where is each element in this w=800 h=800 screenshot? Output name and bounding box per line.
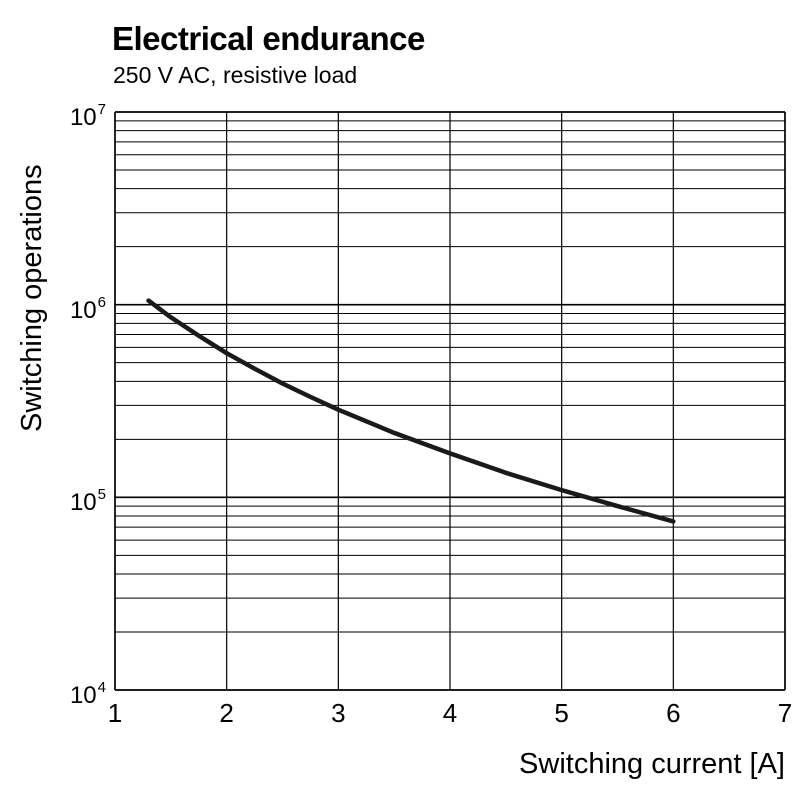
y-tick-label: 107 bbox=[69, 101, 106, 131]
x-tick-label: 6 bbox=[666, 698, 681, 728]
x-tick-label: 1 bbox=[107, 698, 123, 728]
chart-title: Electrical endurance bbox=[112, 20, 425, 57]
y-tick-label: 105 bbox=[69, 486, 106, 517]
chart-subtitle: 250 V AC, resistive load bbox=[113, 62, 358, 88]
x-axis-label: Switching current [A] bbox=[519, 748, 785, 780]
x-tick-label: 7 bbox=[777, 698, 793, 728]
x-tick-label: 3 bbox=[331, 698, 346, 728]
y-tick-label: 106 bbox=[69, 293, 106, 324]
y-tick-label: 104 bbox=[69, 679, 106, 709]
x-tick-label: 5 bbox=[554, 698, 569, 728]
x-tick-label: 2 bbox=[219, 698, 234, 728]
x-tick-label: 4 bbox=[442, 698, 458, 728]
endurance-curve bbox=[146, 298, 676, 524]
